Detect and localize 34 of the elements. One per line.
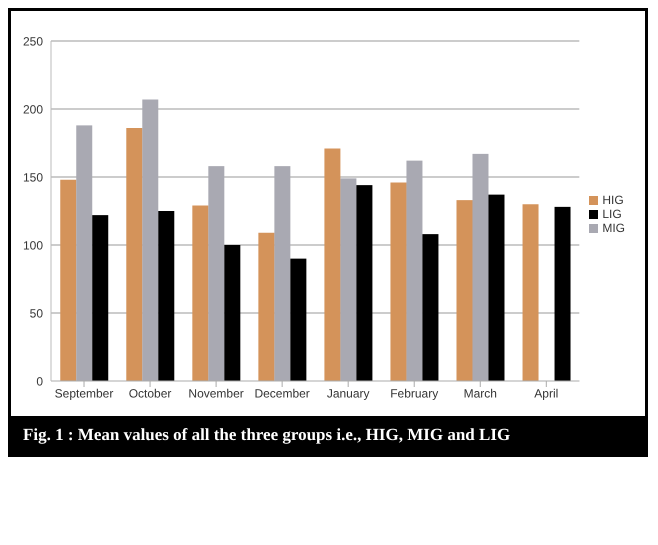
bar bbox=[192, 206, 208, 381]
bar bbox=[356, 185, 372, 381]
legend-label: LIG bbox=[602, 206, 622, 220]
bar bbox=[258, 232, 274, 381]
bar bbox=[324, 148, 340, 381]
text: Fig. 1 : Mean values of all the three groups i.e., HIG, MIG and LIG bbox=[11, 416, 645, 454]
x-tick-label: February bbox=[390, 386, 438, 401]
x-tick-label: January bbox=[326, 386, 370, 401]
y-tick-label: 150 bbox=[22, 170, 44, 184]
y-tick-label: 50 bbox=[30, 306, 44, 320]
x-tick-label: December bbox=[254, 386, 310, 401]
bar bbox=[390, 182, 406, 381]
bar bbox=[422, 234, 438, 381]
y-tick-label: 250 bbox=[22, 34, 44, 48]
bar bbox=[522, 204, 539, 381]
bar bbox=[290, 258, 306, 381]
legend-label: MIG bbox=[602, 220, 625, 234]
bar bbox=[92, 215, 108, 381]
bar bbox=[60, 180, 76, 381]
x-tick-label: March bbox=[464, 386, 497, 401]
x-tick-label: October bbox=[128, 386, 172, 401]
x-tick-label: September bbox=[54, 386, 114, 401]
legend-label: HIG bbox=[602, 192, 624, 206]
bar bbox=[158, 211, 174, 381]
bar bbox=[488, 194, 504, 381]
x-tick-label: April bbox=[534, 386, 558, 401]
y-tick-label: 100 bbox=[22, 238, 44, 252]
bar bbox=[224, 245, 240, 381]
x-tick-label: November bbox=[188, 386, 244, 401]
bar bbox=[456, 200, 472, 381]
y-tick-label: 0 bbox=[36, 374, 44, 388]
bar bbox=[126, 128, 142, 381]
y-tick-label: 200 bbox=[22, 102, 44, 116]
bar bbox=[554, 206, 571, 381]
